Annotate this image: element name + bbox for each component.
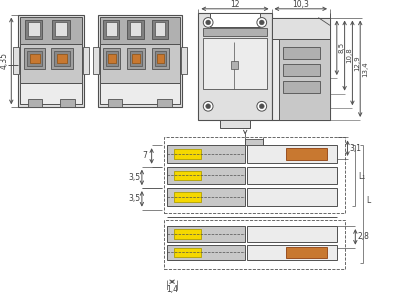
Text: 12,9: 12,9 [354,55,360,71]
Bar [108,54,116,64]
Text: 3,5: 3,5 [128,194,140,203]
Bar [167,188,245,206]
Text: 13,4: 13,4 [362,61,368,76]
Bar [181,47,187,74]
Text: 4,35: 4,35 [0,52,9,69]
Text: 3,5: 3,5 [128,173,140,182]
Bar [167,167,245,184]
Bar [230,61,238,69]
Circle shape [206,20,210,25]
Circle shape [259,20,264,25]
Text: 12: 12 [230,0,240,9]
Bar [100,83,180,104]
Bar [272,18,330,120]
Bar [272,18,330,39]
Circle shape [206,104,210,109]
Bar [164,138,345,213]
Bar [25,19,42,39]
Bar [60,99,75,107]
Text: L₁: L₁ [358,172,366,181]
Bar [154,51,166,66]
Bar [54,51,70,66]
Bar [152,48,169,69]
Bar [55,22,67,36]
Bar [247,167,337,184]
Bar [247,145,337,163]
Bar [28,99,42,107]
Bar [106,22,116,36]
Bar [174,171,201,180]
Bar [156,54,164,64]
Bar [20,83,82,104]
Bar [283,81,320,93]
Bar [283,64,320,76]
Bar [279,39,330,120]
Bar [152,19,168,39]
Text: L: L [366,196,370,205]
Bar [167,226,245,242]
Bar [286,247,327,258]
Bar [20,44,82,83]
Bar [245,139,263,145]
Bar [174,149,201,159]
Bar [52,19,70,39]
Bar [167,145,245,163]
Bar [13,47,19,74]
Bar [174,192,201,202]
Bar [51,48,73,69]
Text: 3,1: 3,1 [349,144,361,153]
Bar [286,148,327,160]
Bar [127,19,144,39]
Bar [174,229,201,239]
Bar [203,28,267,36]
Bar [132,54,140,64]
Circle shape [257,18,267,27]
Bar [198,13,272,120]
Bar [174,248,201,257]
Bar [283,47,320,59]
Text: 7: 7 [142,151,147,161]
Bar [154,22,165,36]
Bar [130,51,142,66]
Bar [167,245,245,260]
Text: 10,8: 10,8 [346,48,352,64]
Bar [100,16,180,44]
Bar [98,15,182,107]
Bar [100,44,180,83]
Text: 2,8: 2,8 [357,232,369,241]
Circle shape [203,18,213,27]
Circle shape [203,101,213,111]
Circle shape [257,101,267,111]
Bar [247,188,337,206]
Bar [164,220,345,269]
Bar [127,48,145,69]
Text: 8,5: 8,5 [339,42,345,53]
Bar [93,47,99,74]
Bar [158,99,172,107]
Bar [18,15,84,107]
Circle shape [259,104,264,109]
Bar [27,51,42,66]
Bar [28,22,40,36]
Bar [203,38,267,89]
Bar [20,16,82,44]
Bar [247,245,337,260]
Bar [130,22,141,36]
Bar [84,47,89,74]
Bar [247,226,337,242]
Bar [220,120,250,128]
Bar [106,51,118,66]
Bar [103,19,120,39]
Text: 1,4: 1,4 [166,285,178,294]
Bar [210,13,260,27]
Bar [30,54,40,64]
Bar [57,54,67,64]
Bar [24,48,46,69]
Text: 10,3: 10,3 [292,0,309,9]
Bar [108,99,122,107]
Bar [103,48,120,69]
